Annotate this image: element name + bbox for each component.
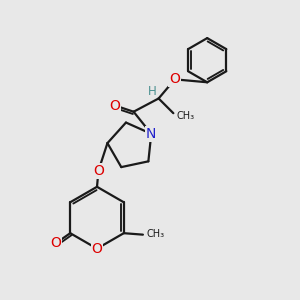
Text: H: H <box>148 85 157 98</box>
Text: CH₃: CH₃ <box>146 229 165 239</box>
Text: O: O <box>93 164 104 178</box>
Text: CH₃: CH₃ <box>177 110 195 121</box>
Text: O: O <box>109 99 120 113</box>
Text: O: O <box>50 236 61 250</box>
Text: O: O <box>169 72 180 86</box>
Text: N: N <box>146 127 156 141</box>
Text: O: O <box>92 242 102 256</box>
